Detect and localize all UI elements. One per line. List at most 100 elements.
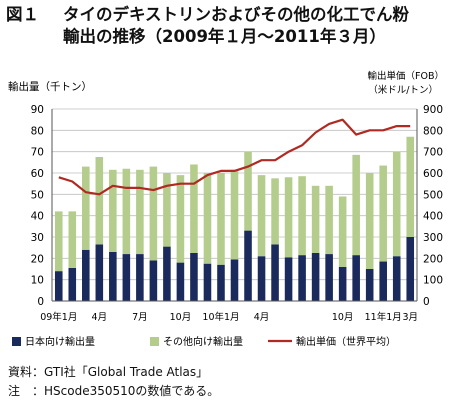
bar-japan: [95, 244, 104, 301]
y2-tick-label: 0: [423, 296, 430, 308]
bar-other: [352, 154, 360, 256]
bar-japan: [54, 271, 63, 301]
note-remark-label: 注 ：: [8, 384, 45, 398]
x-tick-label: 10月: [170, 312, 192, 323]
bar-other: [54, 211, 63, 272]
y2-tick-label: 300: [423, 232, 443, 244]
bar-japan: [271, 244, 279, 301]
note-source-text: GTI社「Global Trade Atlas」: [44, 365, 209, 379]
note-source-label: 資料：: [8, 365, 45, 379]
bar-other: [311, 185, 320, 253]
bar-other: [392, 151, 401, 257]
y-tick-label: 90: [31, 104, 44, 116]
bar-other: [95, 157, 104, 245]
bar-japan: [365, 269, 374, 301]
bar-other: [284, 177, 293, 258]
bar-japan: [352, 255, 360, 301]
bar-japan: [257, 256, 266, 301]
bar-japan: [217, 264, 225, 301]
price-line-layer: [58, 118, 411, 196]
chart-title: 図１ タイのデキストリンおよびその他の化工でん粉 輸出の推移（2009年１月～20…: [6, 4, 450, 48]
y-tick-label: 10: [31, 275, 44, 287]
x-tick-label: 10月: [332, 312, 354, 323]
y2-tick-label: 200: [423, 253, 443, 265]
y2-tick-label: 100: [423, 275, 443, 287]
bar-japan: [163, 246, 171, 301]
y-tick-label: 70: [31, 147, 44, 159]
bar-other: [163, 173, 171, 247]
bar-japan: [379, 261, 387, 301]
legend-other-swatch: [150, 337, 159, 346]
bar-japan: [176, 262, 185, 301]
bar-japan: [68, 267, 77, 301]
bar-other: [338, 196, 347, 267]
bar-other: [149, 166, 158, 261]
title-line-1: 図１ タイのデキストリンおよびその他の化工でん粉: [6, 4, 450, 26]
legend-japan-label: 日本向け輸出量: [25, 335, 95, 348]
bar-other: [257, 175, 266, 257]
bar-other: [298, 176, 306, 256]
notes: 資料：GTI社「Global Trade Atlas」 注 ：HScode350…: [8, 363, 219, 401]
bar-japan: [203, 263, 212, 301]
bar-japan: [325, 254, 333, 301]
y-tick-label: 30: [31, 232, 44, 244]
bar-other: [271, 178, 279, 245]
bar-japan: [244, 230, 252, 301]
y-tick-label: 60: [31, 168, 44, 180]
y2-tick-label: 700: [423, 147, 443, 159]
x-tick-label: 3月: [402, 312, 418, 323]
bar-other: [244, 151, 252, 231]
note-remark: 注 ：HScode350510の数値である。: [8, 382, 219, 401]
bar-other: [82, 166, 90, 250]
legend: 日本向け輸出量 その他向け輸出量 輸出単価（世界平均）: [12, 335, 396, 348]
bar-other: [68, 211, 77, 268]
bar-japan: [149, 260, 158, 301]
y2-tick-label: 400: [423, 211, 443, 223]
x-tick-label: 4月: [254, 312, 270, 323]
bar-other: [136, 169, 144, 255]
legend-price-label: 輸出単価（世界平均）: [296, 335, 396, 348]
bar-japan: [338, 266, 347, 301]
y-tick-label: 0: [37, 296, 44, 308]
bar-japan: [311, 253, 320, 301]
bar-other: [217, 173, 225, 265]
y-axis-title: 輸出量（千トン）: [8, 80, 92, 93]
y2-tick-label: 600: [423, 168, 443, 180]
bar-other: [203, 173, 212, 264]
bar-japan: [406, 237, 415, 301]
legend-other-label: その他向け輸出量: [163, 335, 243, 348]
bar-japan: [190, 253, 198, 301]
y2-axis-title-1: 輸出単価（FOB）: [368, 70, 444, 82]
y-tick-label: 80: [31, 125, 44, 137]
x-tick-label: 7月: [132, 312, 148, 323]
bar-other: [325, 185, 333, 255]
bar-other: [122, 168, 131, 255]
y2-tick-label: 900: [423, 104, 443, 116]
note-remark-text: HScode350510の数値である。: [44, 384, 220, 398]
bar-other: [176, 175, 185, 263]
bar-japan: [230, 259, 239, 301]
note-source: 資料：GTI社「Global Trade Atlas」: [8, 363, 219, 382]
bar-japan: [82, 249, 90, 301]
bar-other: [406, 136, 415, 237]
title-line-2: 輸出の推移（2009年１月～2011年３月）: [63, 27, 386, 46]
y2-tick-label: 500: [423, 189, 443, 201]
y-tick-label: 20: [31, 253, 44, 265]
x-tick-label: 09年1月: [40, 311, 77, 323]
bar-japan: [284, 257, 293, 301]
bar-other: [379, 165, 387, 262]
bars: [54, 136, 415, 301]
y-tick-label: 50: [31, 189, 44, 201]
bar-other: [365, 173, 374, 269]
bar-japan: [392, 256, 401, 301]
y2-axis-title-2: （米ドル/トン）: [368, 84, 438, 96]
bar-other: [190, 164, 198, 253]
title-text-1: タイのデキストリンおよびその他の化工でん粉: [63, 5, 410, 24]
legend-japan-swatch: [12, 337, 21, 346]
bar-japan: [109, 251, 117, 301]
bar-japan: [122, 254, 131, 301]
y2-tick-label: 800: [423, 125, 443, 137]
x-tick-label: 4月: [92, 312, 108, 323]
axis-labels: 輸出量（千トン） 輸出単価（FOB） （米ドル/トン）: [8, 70, 444, 96]
